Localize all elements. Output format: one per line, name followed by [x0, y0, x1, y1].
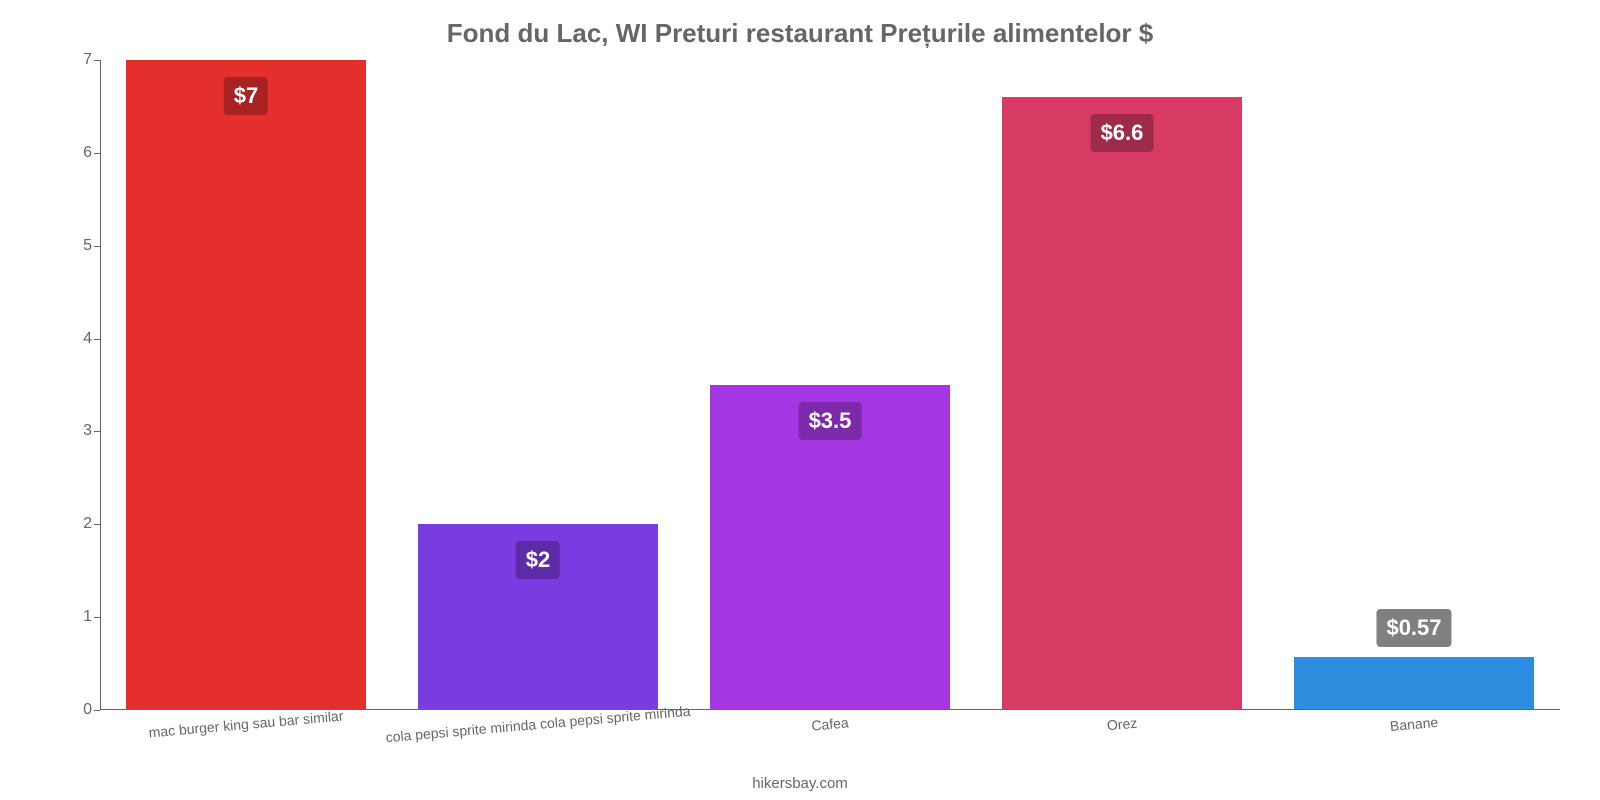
bar: $6.6 — [1002, 97, 1241, 710]
y-tick-label: 0 — [83, 701, 92, 719]
y-tick-mark — [94, 431, 100, 432]
bar: $2 — [418, 524, 657, 710]
y-tick-mark — [94, 246, 100, 247]
bar-value-badge: $2 — [516, 541, 560, 579]
source-label: hikersbay.com — [0, 775, 1600, 792]
chart-container: Fond du Lac, WI Preturi restaurant Prețu… — [0, 0, 1600, 800]
x-axis-label: mac burger king sau bar similar — [148, 708, 344, 741]
x-axis-label: Banane — [1389, 714, 1438, 734]
bar: $7 — [126, 60, 365, 710]
bar-value-badge: $7 — [224, 77, 268, 115]
bar-value-badge: $3.5 — [799, 402, 862, 440]
bar: $3.5 — [710, 385, 949, 710]
y-tick-label: 3 — [83, 422, 92, 440]
plot-area: $7mac burger king sau bar similar$2cola … — [100, 60, 1560, 710]
bar-value-badge: $0.57 — [1376, 609, 1451, 647]
y-tick-label: 6 — [83, 144, 92, 162]
y-tick-mark — [94, 617, 100, 618]
y-tick-mark — [94, 60, 100, 61]
x-axis-label: Cafea — [811, 714, 850, 733]
chart-title: Fond du Lac, WI Preturi restaurant Prețu… — [0, 18, 1600, 49]
y-tick-label: 1 — [83, 608, 92, 626]
bar: $0.57 — [1294, 657, 1533, 710]
y-tick-mark — [94, 153, 100, 154]
y-tick-label: 5 — [83, 237, 92, 255]
bars-layer: $7mac burger king sau bar similar$2cola … — [100, 60, 1560, 710]
y-tick-mark — [94, 339, 100, 340]
y-tick-mark — [94, 524, 100, 525]
y-axis-line — [100, 60, 101, 710]
x-axis-line — [100, 709, 1560, 710]
y-tick-label: 4 — [83, 330, 92, 348]
y-tick-label: 2 — [83, 515, 92, 533]
y-tick-label: 7 — [83, 51, 92, 69]
y-tick-mark — [94, 710, 100, 711]
x-axis-label: Orez — [1106, 715, 1138, 734]
bar-value-badge: $6.6 — [1091, 114, 1154, 152]
